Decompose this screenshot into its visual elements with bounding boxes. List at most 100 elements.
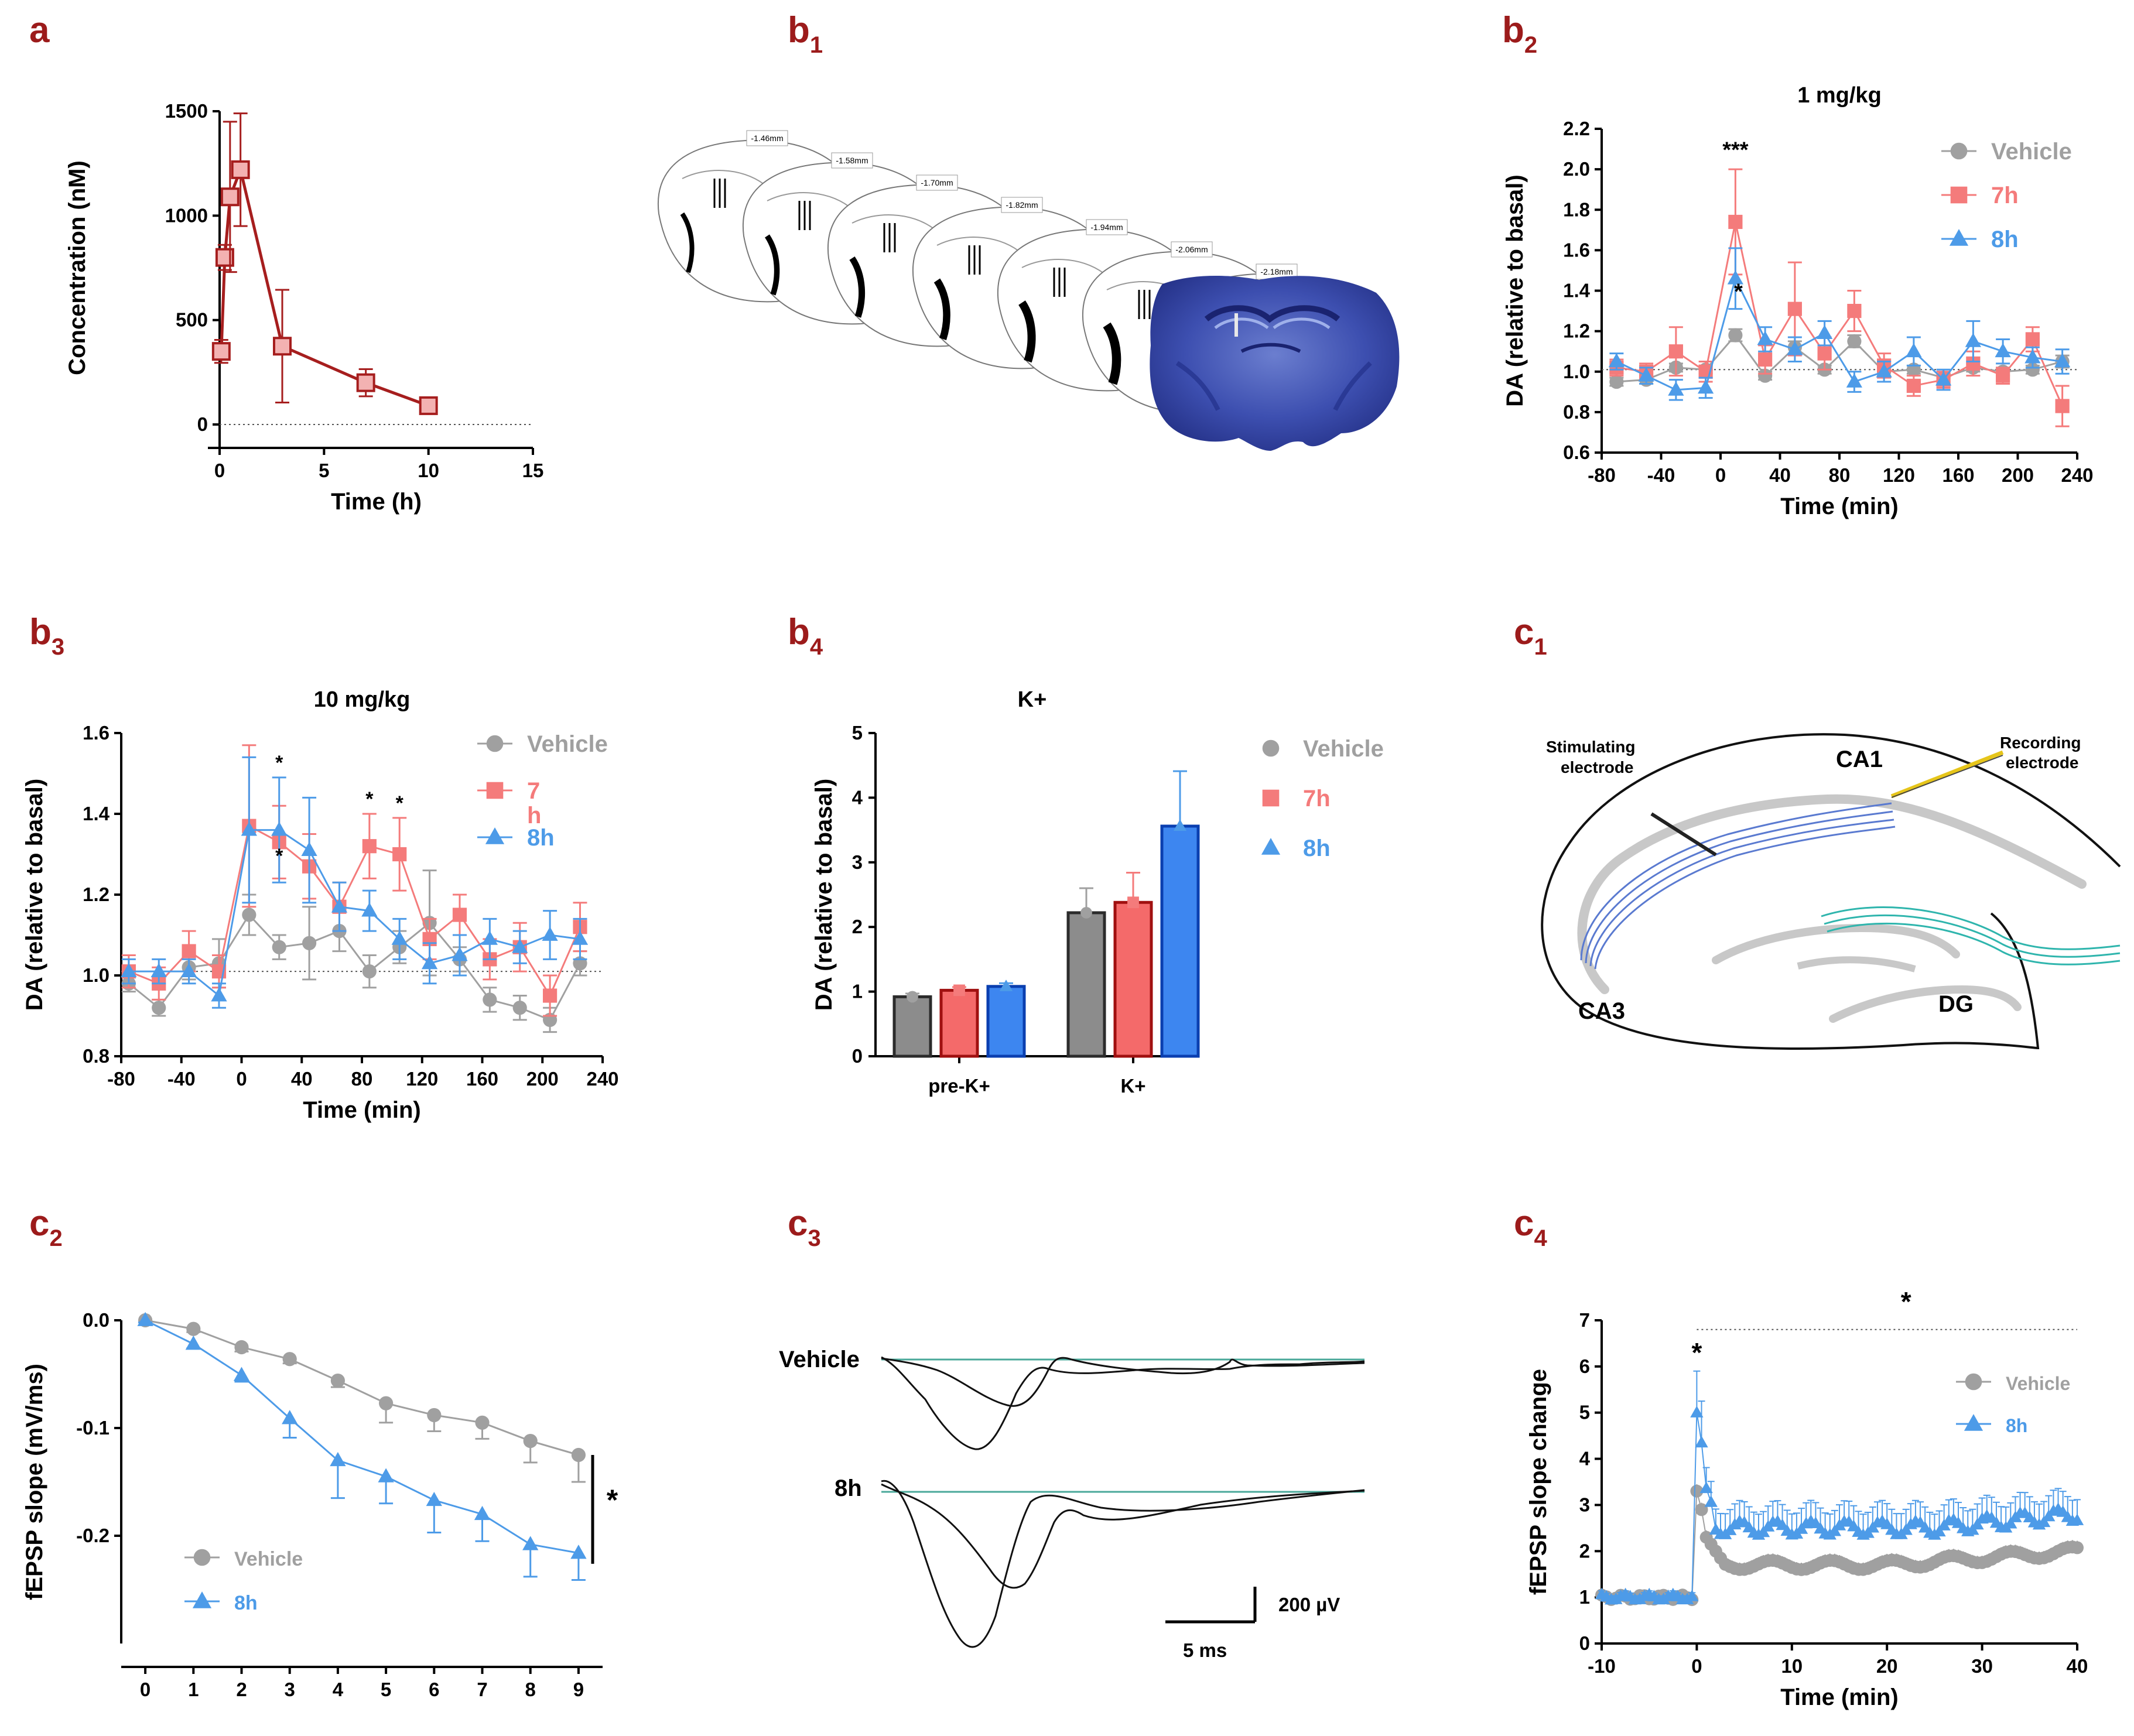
data-point [356,373,375,392]
data-point [1704,1495,1718,1507]
panel-label-b2: b2 [1502,10,1537,58]
slice-structure [767,192,850,207]
legend-marker [1950,142,1968,160]
data-point [1758,368,1773,383]
x-tick-label: 240 [2061,464,2093,486]
significance-mark: * [396,792,404,814]
legend-label-part: Vehicle [1991,139,2072,165]
series-line [220,165,429,408]
data-point [282,1352,297,1367]
y-tick-label: 5 [1579,1402,1590,1423]
data-point [1668,344,1683,359]
data-point [1816,324,1833,339]
bar [892,995,932,1058]
legend-label: 8h [527,825,555,851]
bar-marker [953,984,965,997]
data-point [1995,343,2011,358]
chart-title: K+ [1018,687,1047,712]
x-tick-label: 30 [1971,1655,1993,1677]
data-point [1847,334,1862,349]
data-point [1699,1481,1713,1494]
data-point [272,940,286,954]
x-tick-label: 10 [1781,1655,1803,1677]
data-point [522,1536,539,1550]
data-point [182,944,196,958]
data-point [378,1468,394,1482]
slice-label-box [916,174,958,191]
bar-marker [999,980,1013,991]
data-point [241,821,257,836]
legend-marker [1262,789,1280,807]
legend-label-part: h [527,803,541,828]
data-point [2055,399,2070,413]
dg-label: DG [1938,991,1974,1017]
series-line [145,1319,579,1554]
data-point [1758,352,1773,367]
slice-nucleus [1103,322,1121,385]
x-tick-label: 80 [351,1068,373,1090]
slice-label: -1.58mm [836,156,868,165]
x-tick-label: 8 [525,1679,536,1700]
slice-label: -2.06mm [1175,245,1208,254]
legend-label: 7h [1303,786,1331,811]
chart-b4-potassium: 0 1 2 3 4 5 DA (relative to basal) K+ pre-K+ K+ Ve… [811,687,1384,1097]
y-tick-label: 2.0 [1563,158,1590,180]
vehicle-trace-2 [881,1357,1365,1407]
y-tick-label: 4 [852,786,863,808]
data-point [512,939,528,953]
slice-label-box [1001,197,1043,213]
y-tick-label: 1 [1579,1586,1590,1608]
data-point [1757,331,1773,345]
data-point [361,902,378,917]
series-8h [1608,247,2071,401]
slice-label-box [1086,219,1128,235]
stim-label-2: electrode [1561,758,1634,776]
series-line [1616,221,2064,407]
legend-label-part: Vehicle [2006,1373,2070,1394]
series-Vehicle [138,1313,586,1483]
data-point [2071,1541,2084,1554]
x-tick-label: 4 [333,1679,344,1700]
bar-marker [1127,896,1139,909]
data-point [1697,379,1714,394]
data-point [242,908,257,922]
legend-marker [1261,838,1281,855]
panel-label-c3: c3 [788,1203,821,1251]
significance-mark: * [1901,1286,1911,1317]
legend-label: Vehicle [234,1548,303,1570]
recording-electrode [1890,750,2004,799]
x-tick-label: 1 [188,1679,199,1700]
significance-mark: *** [1722,138,1749,162]
data-point [523,1433,538,1449]
legend-label-part: Vehicle [1303,736,1384,762]
data-point [1685,1589,1699,1601]
data-point [1846,373,1863,388]
legend-label-part: 7 [527,778,540,804]
x-tick-label: 80 [1829,464,1851,486]
data-point [1935,371,1952,386]
legend-label: 8h [2006,1415,2027,1436]
x-axis-label: Time (min) [1780,1684,1899,1710]
y-tick-label: -0.1 [76,1417,110,1439]
bar [986,985,1026,1058]
panel-label-b1: b1 [788,10,823,58]
data-point [1727,270,1744,285]
data-point [481,930,498,945]
x-tick-label: -40 [167,1068,196,1090]
data-point [2024,349,2041,364]
y-axis-label: DA (relative to basal) [22,779,47,1011]
mossy-fibers [1821,906,2121,965]
legend-marker [1965,1373,1982,1391]
bar-marker [1173,819,1187,831]
data-point [137,1312,153,1326]
chart-b2-1mgkg: 0.6 0.8 1.0 1.2 1.4 1.6 1.8 2.0 2.2 -80 -40 0 40 80 12… [1502,83,2094,519]
stim-label-1: Stimulating [1546,738,1635,756]
brain-slice-atlas: -1.46mm -1.58mm -1.70mm -1.82mm -1.94mm -2.06… [657,130,1400,451]
data-point [426,1491,442,1506]
data-point [234,1340,249,1355]
data-point [512,1001,527,1015]
panel-label-c2: c2 [29,1203,63,1251]
data-point [452,947,468,961]
y-tick-label: 2.2 [1563,118,1590,139]
x-tick-label: 6 [429,1679,439,1700]
